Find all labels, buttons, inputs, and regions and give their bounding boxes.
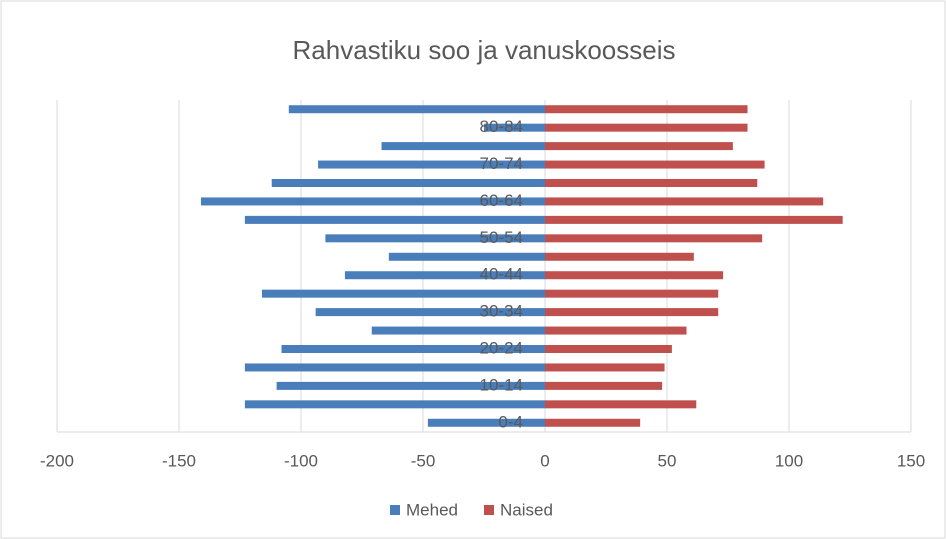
legend-swatch: [390, 505, 400, 515]
bar: [545, 381, 663, 390]
y-tick-label: 10-14: [480, 375, 523, 394]
bar: [545, 308, 719, 317]
chart-title: Rahvastiku soo ja vanuskoosseis: [293, 35, 676, 65]
bar: [381, 142, 545, 151]
bar: [545, 179, 758, 187]
bar: [388, 252, 545, 261]
bar: [276, 381, 545, 390]
x-tick-label: 150: [897, 451, 925, 470]
bar: [545, 345, 672, 353]
y-tick-label: 0-4: [498, 412, 523, 431]
y-tick-label: 20-24: [480, 338, 523, 357]
bar: [271, 179, 545, 187]
bar: [371, 326, 545, 335]
y-tick-label: 40-44: [480, 265, 523, 284]
bar: [545, 252, 694, 261]
bar: [427, 418, 545, 427]
bar: [344, 271, 545, 280]
x-tick-label: -100: [284, 451, 318, 470]
bar: [545, 215, 843, 224]
legend-swatch: [483, 505, 494, 515]
bar: [545, 326, 687, 335]
bar: [281, 345, 545, 353]
bar: [545, 105, 748, 114]
y-tick-label: 60-64: [480, 191, 523, 210]
legend-label: Naised: [500, 500, 553, 519]
bar: [261, 289, 545, 298]
bar: [484, 123, 545, 132]
x-tick-label: 0: [540, 451, 549, 470]
bar: [315, 308, 545, 317]
x-tick-label: 50: [658, 451, 677, 470]
bar: [244, 400, 545, 409]
bar: [244, 215, 545, 224]
bar: [288, 105, 545, 114]
bar: [325, 234, 545, 243]
y-tick-label: 50-54: [480, 228, 523, 247]
y-tick-label: 70-74: [480, 154, 523, 173]
bar: [545, 418, 641, 427]
x-tick-label: -50: [411, 451, 436, 470]
bar: [545, 123, 748, 132]
x-tick-label: -150: [162, 451, 196, 470]
bar: [545, 400, 697, 409]
bar: [545, 142, 733, 151]
bar: [545, 271, 724, 280]
bar: [545, 289, 719, 298]
bar: [200, 197, 545, 206]
bar: [545, 234, 763, 243]
x-tick-label: -200: [40, 451, 74, 470]
legend-label: Mehed: [406, 500, 458, 519]
bar: [545, 363, 665, 372]
bar: [545, 197, 824, 206]
bar: [545, 160, 765, 169]
y-tick-label: 80-84: [480, 117, 523, 136]
bar: [318, 160, 545, 169]
x-tick-label: 100: [775, 451, 803, 470]
bar: [244, 363, 545, 372]
y-tick-label: 30-34: [480, 302, 523, 321]
